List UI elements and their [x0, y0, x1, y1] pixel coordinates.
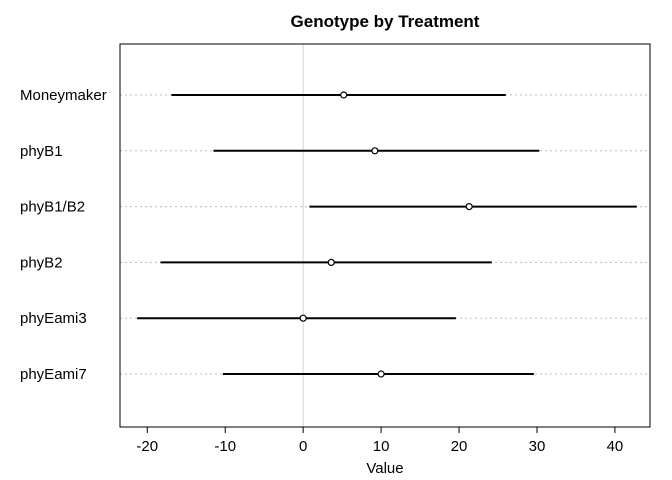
estimate-point: [377, 370, 385, 378]
category-label: phyB1/B2: [20, 199, 85, 216]
estimate-point: [465, 203, 473, 211]
category-label: phyEami7: [20, 366, 87, 383]
interval-lines: [137, 94, 637, 375]
x-tick-label: 40: [607, 438, 624, 455]
category-labels: Moneymaker phyB1 phyB1/B2 phyB2 phyEami3 phyE…: [20, 87, 107, 383]
estimate-point: [340, 91, 348, 99]
x-tick-label: 10: [373, 438, 390, 455]
x-tick-label: 20: [451, 438, 468, 455]
category-label: phyEami3: [20, 310, 87, 327]
estimate-point: [327, 258, 335, 266]
x-axis-label: Value: [366, 460, 403, 477]
x-tick-label: 0: [299, 438, 307, 455]
estimate-points: [299, 91, 473, 378]
x-axis: -20 -10 0 10 20 30 40: [136, 427, 623, 455]
x-tick-label: -20: [136, 438, 158, 455]
estimate-point: [371, 147, 379, 155]
category-label: Moneymaker: [20, 87, 107, 104]
x-tick-label: 30: [529, 438, 546, 455]
category-label: phyB2: [20, 254, 63, 271]
estimate-point: [299, 314, 307, 322]
category-label: phyB1: [20, 143, 63, 160]
chart-title: Genotype by Treatment: [291, 12, 480, 31]
x-tick-label: -10: [214, 438, 236, 455]
plot-frame: [119, 43, 651, 428]
category-guides: [120, 94, 650, 375]
